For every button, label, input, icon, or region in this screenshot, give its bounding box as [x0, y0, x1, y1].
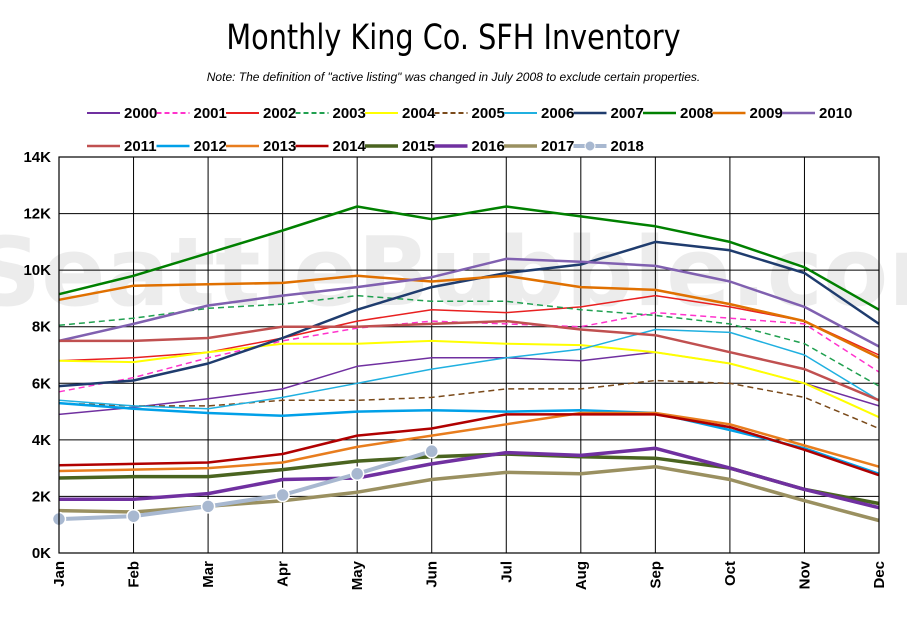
point-2018-Mar: [200, 499, 216, 514]
legend-item-2010: 2010: [782, 105, 852, 122]
legend-label: 2006: [541, 105, 574, 122]
x-tick-label: Oct: [722, 561, 739, 586]
legend-label: 2015: [402, 138, 435, 155]
y-tick-label: 2K: [32, 488, 51, 505]
x-tick-label: Nov: [796, 560, 813, 589]
y-tick-label: 12K: [23, 206, 51, 223]
legend-label: 2013: [263, 138, 296, 155]
legend-label: 2005: [472, 105, 505, 122]
x-tick-label: Aug: [573, 561, 590, 590]
y-tick-label: 14K: [23, 149, 51, 166]
y-tick-label: 8K: [32, 319, 51, 336]
legend-label: 2000: [124, 105, 157, 122]
legend-label: 2010: [819, 105, 852, 122]
chart-subtitle: Note: The definition of "active listing"…: [206, 70, 701, 84]
series-line-2016: [59, 446, 880, 510]
series-line-2012: [58, 401, 880, 475]
y-tick-label: 4K: [32, 432, 51, 449]
legend-label: 2014: [333, 138, 367, 155]
legend-label: 2017: [541, 138, 574, 155]
legend-label: 2011: [124, 138, 157, 155]
legend-label: 2018: [611, 138, 644, 155]
x-tick-label: Jul: [498, 561, 515, 583]
series-line-2003: [58, 294, 880, 387]
legend-item-2004: 2004: [365, 105, 436, 122]
legend-label: 2001: [194, 105, 227, 122]
x-tick-label: May: [349, 560, 366, 590]
series-line-2011: [59, 319, 880, 402]
point-2018-Feb: [126, 508, 141, 524]
legend-item-2009: 2009: [712, 105, 783, 122]
x-tick-label: Jan: [51, 561, 68, 587]
legend-label: 2009: [750, 105, 783, 122]
series-line-2010: [58, 257, 880, 348]
legend-label: 2003: [333, 105, 366, 122]
legend-item-2008: 2008: [643, 105, 713, 122]
legend-item-2011: 2011: [87, 138, 157, 155]
point-2018-May: [349, 466, 365, 482]
legend-marker: [584, 140, 596, 152]
series-line-2007: [58, 240, 880, 388]
series-line-2006: [58, 328, 880, 410]
legend-label: 2016: [472, 138, 505, 155]
axes: 0K 2K 4K 6K 8K 10K 12K 14K Jan Feb Mar Apr May Jun Jul…: [23, 149, 888, 590]
legend-item-2005: 2005: [434, 105, 505, 122]
series-line-2018: [58, 449, 433, 522]
legend-item-2015: 2015: [365, 138, 435, 155]
plot-frame: [58, 156, 880, 554]
x-tick-label: Dec: [871, 561, 888, 589]
series-line-2014: [58, 413, 880, 477]
legend-item-2017: 2017: [504, 138, 574, 155]
legend-item-2007: 2007: [573, 105, 644, 122]
series-line-2004: [58, 339, 880, 419]
series-line-2009: [58, 274, 880, 359]
legend-label: 2002: [263, 105, 296, 122]
legend-item-2016: 2016: [434, 138, 505, 155]
legend-item-2001: 2001: [156, 105, 227, 122]
series-line-2008: [58, 205, 880, 311]
legend: 2000 2001 2002 2003 2004 2005 2006 2007 2008 2009…: [87, 105, 852, 155]
grid: [58, 156, 880, 554]
legend-item-2014: 2014: [295, 138, 367, 155]
legend-label: 2004: [402, 105, 436, 122]
legend-item-2013: 2013: [226, 138, 296, 155]
legend-label: 2007: [611, 105, 644, 122]
legend-label: 2012: [194, 138, 227, 155]
legend-item-2012: 2012: [156, 138, 227, 155]
legend-item-2002: 2002: [226, 105, 296, 122]
series-layer: [51, 205, 880, 527]
y-tick-label: 6K: [32, 375, 51, 392]
series-line-2005: [58, 379, 880, 430]
x-tick-label: Apr: [275, 561, 292, 587]
chart-title: Monthly King Co. SFH Inventory: [226, 18, 681, 58]
x-tick-label: Jun: [424, 561, 441, 588]
x-tick-label: Sep: [647, 561, 664, 589]
point-2018-Apr: [275, 487, 290, 503]
legend-item-2000: 2000: [87, 105, 157, 122]
x-tick-label: Feb: [126, 561, 143, 588]
x-tick-label: Mar: [200, 561, 217, 588]
y-tick-label: 10K: [23, 262, 51, 279]
legend-label: 2008: [680, 105, 713, 122]
legend-item-2006: 2006: [504, 105, 574, 122]
legend-item-2003: 2003: [295, 105, 366, 122]
series-line-2013: [58, 411, 880, 473]
point-2018-Jun: [424, 443, 439, 459]
y-tick-label: 0K: [32, 545, 51, 562]
series-line-2001: [58, 311, 880, 393]
legend-item-2018: 2018: [573, 138, 644, 155]
